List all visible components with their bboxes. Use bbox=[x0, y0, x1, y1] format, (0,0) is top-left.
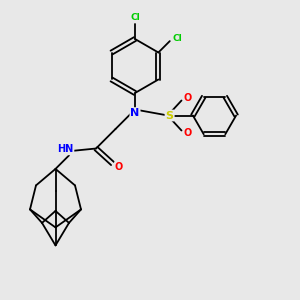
Text: N: N bbox=[130, 108, 140, 118]
Text: Cl: Cl bbox=[172, 34, 182, 43]
Text: O: O bbox=[115, 162, 123, 172]
Text: O: O bbox=[184, 92, 192, 103]
Text: O: O bbox=[184, 128, 192, 139]
Text: HN: HN bbox=[57, 144, 74, 154]
Text: S: S bbox=[166, 110, 173, 121]
Text: Cl: Cl bbox=[130, 13, 140, 22]
